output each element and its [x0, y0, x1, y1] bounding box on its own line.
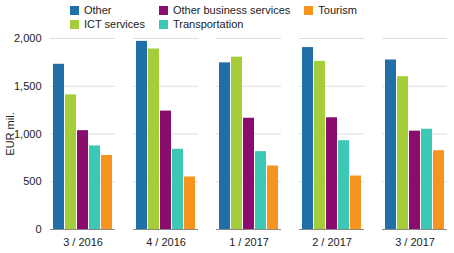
svg-text:1,000: 1,000	[14, 128, 42, 140]
svg-text:1 / 2017: 1 / 2017	[229, 236, 269, 248]
svg-text:500: 500	[23, 175, 41, 187]
svg-text:4 / 2016: 4 / 2016	[146, 236, 186, 248]
svg-text:3 / 2016: 3 / 2016	[63, 236, 103, 248]
html-text:Tourism: Tourism	[318, 4, 357, 16]
svg-text:3 / 2017: 3 / 2017	[395, 236, 435, 248]
svg-text:1,500: 1,500	[14, 80, 42, 92]
html-text:ICT services: ICT services	[84, 18, 145, 30]
html-text:Transportation: Transportation	[172, 18, 244, 30]
svg-text:2 / 2017: 2 / 2017	[312, 236, 352, 248]
svg-text:2,000: 2,000	[14, 32, 42, 44]
svg-text:EUR mil.: EUR mil.	[4, 112, 16, 155]
html-text:Other business services: Other business services	[172, 4, 291, 16]
html-text:Other: Other	[84, 4, 112, 16]
svg-text:0: 0	[35, 223, 41, 235]
